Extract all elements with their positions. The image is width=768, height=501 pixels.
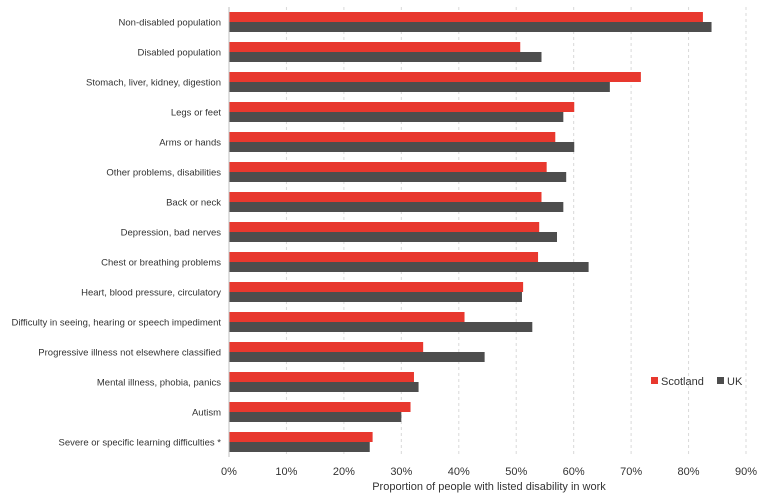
x-tick-label: 50% <box>505 466 527 478</box>
bar-scotland <box>229 342 424 352</box>
legend-swatch-scotland <box>651 377 658 384</box>
bar-scotland <box>229 132 556 142</box>
x-tick-label: 60% <box>563 466 585 478</box>
bar-scotland <box>229 162 547 172</box>
category-label: Legs or feet <box>171 108 222 119</box>
category-label: Heart, blood pressure, circulatory <box>81 288 221 299</box>
bar-uk <box>229 202 564 212</box>
bar-scotland <box>229 402 411 412</box>
legend-label-scotland: Scotland <box>661 376 704 388</box>
x-tick-label: 20% <box>333 466 355 478</box>
x-axis-title: Proportion of people with listed disabil… <box>372 481 606 493</box>
category-label: Arms or hands <box>159 138 221 149</box>
bar-scotland <box>229 12 703 22</box>
bar-uk <box>229 52 542 62</box>
bar-scotland <box>229 102 575 112</box>
category-label: Disabled population <box>138 48 221 59</box>
bar-uk <box>229 412 402 422</box>
bar-uk <box>229 22 712 32</box>
bar-scotland <box>229 432 373 442</box>
bar-uk <box>229 172 567 182</box>
category-label: Stomach, liver, kidney, digestion <box>86 78 221 89</box>
bar-scotland <box>229 252 539 262</box>
legend: Scotland UK <box>651 376 743 388</box>
category-label: Depression, bad nerves <box>121 228 222 239</box>
bars <box>229 12 712 452</box>
bar-uk <box>229 352 485 362</box>
bar-uk <box>229 442 370 452</box>
x-tick-label: 70% <box>620 466 642 478</box>
x-tick-label: 10% <box>275 466 297 478</box>
bar-scotland <box>229 282 524 292</box>
bar-scotland <box>229 222 540 232</box>
category-label: Severe or specific learning difficulties… <box>59 438 222 449</box>
category-label: Progressive illness not elsewhere classi… <box>38 348 221 359</box>
category-label: Autism <box>192 408 221 419</box>
category-label: Other problems, disabilities <box>106 168 221 179</box>
bar-uk <box>229 142 575 152</box>
x-tick-label: 40% <box>448 466 470 478</box>
category-label: Mental illness, phobia, panics <box>97 378 221 389</box>
bar-uk <box>229 292 522 302</box>
legend-label-uk: UK <box>727 376 743 388</box>
bar-uk <box>229 232 558 242</box>
legend-swatch-uk <box>717 377 724 384</box>
x-tick-label: 90% <box>735 466 757 478</box>
bar-uk <box>229 262 589 272</box>
bar-scotland <box>229 192 542 202</box>
category-label: Back or neck <box>166 198 221 209</box>
category-labels: Non-disabled population Disabled populati… <box>12 18 222 449</box>
bar-uk <box>229 322 533 332</box>
x-tick-label: 0% <box>221 466 237 478</box>
x-tick-label: 80% <box>678 466 700 478</box>
bar-uk <box>229 112 564 122</box>
bar-scotland <box>229 42 521 52</box>
bar-scotland <box>229 372 414 382</box>
category-label: Non-disabled population <box>119 18 221 29</box>
x-tick-label: 30% <box>390 466 412 478</box>
bar-uk <box>229 382 419 392</box>
x-tick-labels: 0% 10% 20% 30% 40% 50% 60% 70% 80% 90% <box>221 466 757 478</box>
bar-scotland <box>229 72 641 82</box>
bar-uk <box>229 82 610 92</box>
category-label: Difficulty in seeing, hearing or speech … <box>12 318 222 329</box>
bar-scotland <box>229 312 465 322</box>
category-label: Chest or breathing problems <box>101 258 221 269</box>
